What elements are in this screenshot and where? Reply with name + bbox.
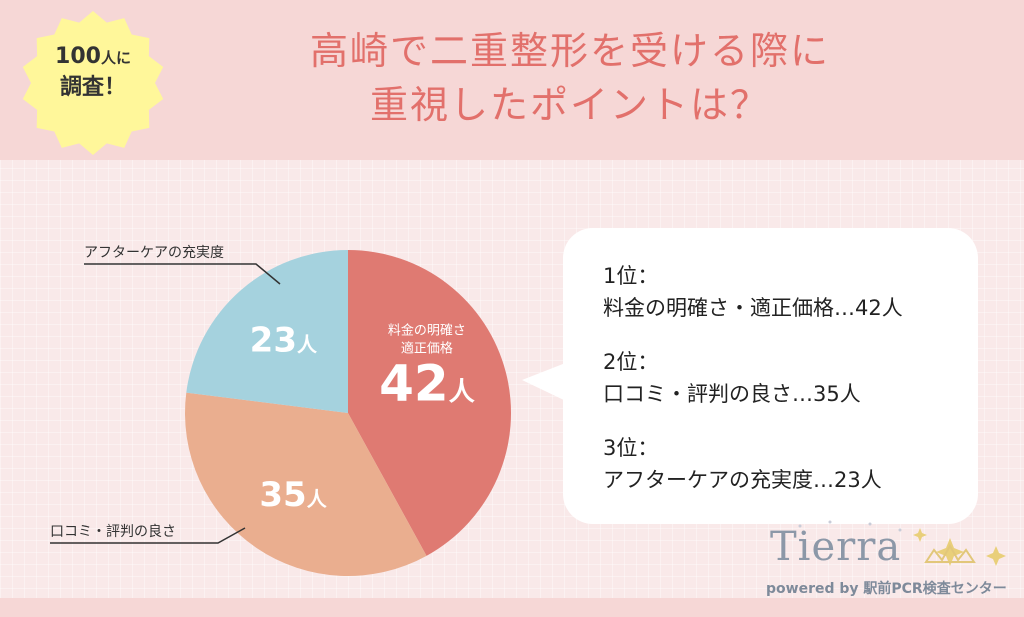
sparkle-icon — [798, 520, 1006, 566]
slice-value-number: 23 — [250, 321, 297, 361]
footer-band — [0, 598, 1024, 617]
title-line-1: 高崎で二重整形を受ける際に — [309, 29, 830, 73]
ranking-detail: アフターケアの充実度…23人 — [603, 468, 882, 492]
slice-inner-label: 適正価格 — [401, 341, 453, 357]
badge-count-suffix: 人に — [100, 49, 131, 67]
logo-wordmark: Tierra — [770, 524, 902, 570]
ranking-rank: 3位： — [603, 436, 659, 460]
slice-value-number: 35 — [259, 475, 306, 515]
ranking-callout: 1位： 料金の明確さ・適正価格…42人 2位： 口コミ・評判の良さ…35人 3位… — [563, 228, 978, 524]
title-line-2: 重視したポイントは？ — [369, 83, 770, 127]
slice-value-unit: 人 — [297, 333, 318, 357]
logo-subtitle: powered by 駅前PCR検査センター — [766, 581, 1007, 597]
slice-value-number: 42 — [379, 355, 449, 413]
slice-value-label: 23人 — [250, 321, 318, 361]
ranking-rank: 1位： — [603, 264, 659, 288]
badge-burst-shape — [22, 11, 164, 155]
slice-category-label: アフターケアの充実度 — [84, 245, 224, 261]
slice-inner-label: 料金の明確さ — [388, 323, 466, 339]
slice-value-label: 42人 — [379, 355, 475, 413]
tierra-logo: Tierra powered by 駅前PCR検査センター — [760, 520, 1010, 615]
ranking-detail: 料金の明確さ・適正価格…42人 — [603, 296, 903, 320]
ranking-rank: 2位： — [603, 350, 659, 374]
pie-slice — [185, 392, 427, 577]
ranking-item-3: 3位： アフターケアの充実度…23人 — [603, 432, 882, 496]
slice-value-unit: 人 — [449, 378, 475, 408]
survey-badge: 100人に 調査！ — [14, 8, 172, 158]
slice-value-label: 35人 — [259, 475, 327, 515]
slice-value-unit: 人 — [307, 487, 328, 511]
pie-slice — [186, 250, 348, 413]
pie-slice — [348, 250, 512, 556]
page-title: 高崎で二重整形を受ける際に 重視したポイントは？ — [200, 24, 940, 132]
ranking-item-2: 2位： 口コミ・評判の良さ…35人 — [603, 346, 861, 410]
badge-line-2: 調査！ — [59, 75, 126, 100]
badge-count: 100 — [55, 44, 101, 69]
header-band: 高崎で二重整形を受ける際に 重視したポイントは？ — [0, 0, 1024, 160]
leader-line — [84, 263, 281, 285]
crown-icon — [924, 543, 976, 563]
leader-line — [50, 527, 246, 544]
ranking-detail: 口コミ・評判の良さ…35人 — [603, 382, 861, 406]
ranking-item-1: 1位： 料金の明確さ・適正価格…42人 — [603, 260, 903, 324]
badge-text: 100人に 調査！ — [14, 42, 172, 103]
slice-category-label: 口コミ・評判の良さ — [50, 524, 176, 540]
